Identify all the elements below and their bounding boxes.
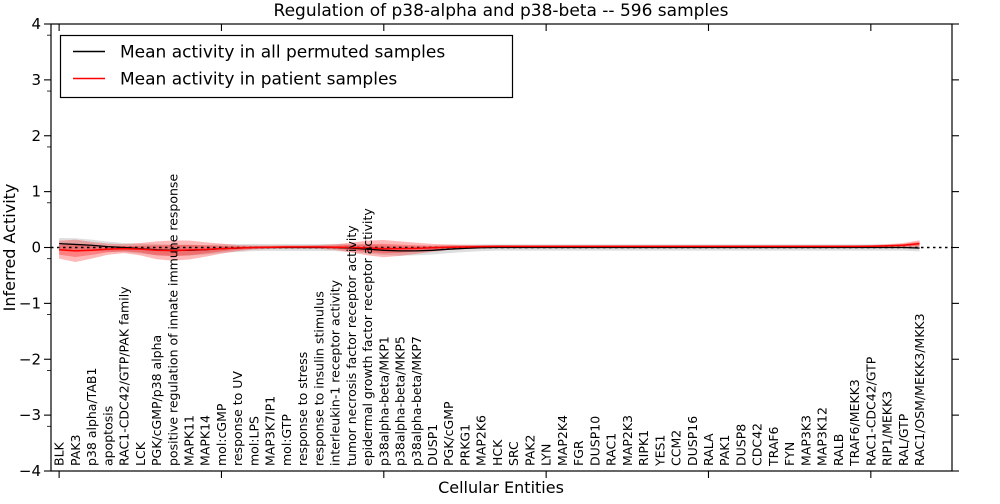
x-category-label: mol:GTP: [279, 414, 294, 466]
x-category-label: MAP2K4: [555, 415, 570, 466]
x-category-label: RIP1/MEKK3: [880, 391, 895, 466]
y-tick-label: −1: [19, 294, 41, 312]
x-category-label: p38 alpha/TAB1: [84, 368, 99, 466]
x-category-label: DUSP16: [685, 416, 700, 466]
x-category-label: response to insulin stimulus: [311, 291, 326, 466]
x-category-label: PGK/cGMP/p38 alpha: [149, 335, 164, 466]
x-category-label: TRAF6/MEKK3: [847, 379, 862, 467]
band-patient-inner: [59, 241, 920, 257]
x-category-label: MAP2K6: [474, 415, 489, 466]
x-category-label: MAP3K12: [815, 407, 830, 466]
x-category-label: MAP3K7IP1: [263, 396, 278, 466]
y-tick-label: −2: [19, 350, 41, 368]
x-category-label: p38alpha-beta/MKP1: [376, 336, 391, 466]
y-tick-label: −3: [19, 406, 41, 424]
y-tick-label: 0: [31, 239, 41, 257]
chart-title: Regulation of p38-alpha and p38-beta -- …: [274, 1, 729, 21]
x-category-label: response to UV: [230, 371, 245, 466]
x-category-label: DUSP8: [733, 424, 748, 466]
x-category-label: mol:LPS: [246, 416, 261, 466]
x-axis-label: Cellular Entities: [438, 478, 564, 497]
x-category-label: MAPK11: [181, 415, 196, 466]
x-category-label: TRAF6: [766, 426, 781, 467]
y-axis-label: Inferred Activity: [0, 184, 19, 312]
x-category-label: RALA: [701, 433, 716, 466]
x-category-label: PRKG1: [457, 424, 472, 466]
band-patient: [59, 239, 920, 263]
y-tick-label: 3: [31, 71, 41, 89]
x-category-label: mol:cGMP: [214, 403, 229, 466]
x-category-label: HCK: [490, 439, 505, 466]
x-category-label: RAC1-CDC42/GTP: [863, 356, 878, 466]
x-category-label: DUSP10: [587, 416, 602, 466]
x-category-label: FGR: [571, 440, 586, 466]
x-category-label: apoptosis: [100, 406, 115, 466]
x-category-label: MAPK14: [198, 415, 213, 466]
legend: Mean activity in all permuted samples Me…: [59, 34, 514, 99]
x-category-label: tumor necrosis factor receptor activity: [344, 225, 359, 466]
x-category-label: RAL/GTP: [896, 413, 911, 466]
x-category-label: MAP2K3: [620, 415, 635, 466]
x-category-label: epidermal growth factor receptor activit…: [360, 208, 375, 466]
x-category-label: RAC1: [604, 433, 619, 466]
x-category-label: YES1: [652, 435, 667, 467]
y-tick-label: −4: [19, 462, 41, 480]
series-line-patient: [59, 242, 920, 252]
x-category-label: DUSP1: [425, 424, 440, 466]
legend-label-patient: Mean activity in patient samples: [120, 70, 397, 90]
x-category-label: p38alpha-beta/MKP5: [393, 336, 408, 466]
x-category-label: FYN: [782, 442, 797, 466]
x-category-label: RIPK1: [636, 430, 651, 466]
x-category-label: LYN: [539, 444, 554, 466]
x-category-label: CCM2: [669, 430, 684, 466]
x-category-label: RAC1-CDC42/GTP/PAK family: [117, 286, 132, 466]
x-category-label: RAC1/OSM/MEKK3/MKK3: [912, 313, 927, 466]
x-category-label: PAK1: [717, 435, 732, 466]
legend-label-permuted: Mean activity in all permuted samples: [120, 43, 445, 63]
y-tick-label: 2: [31, 127, 41, 145]
legend-box: [59, 34, 514, 99]
x-category-label: MAP3K3: [798, 415, 813, 466]
y-tick-label: 1: [31, 183, 41, 201]
axes-layer: 4 3 2 1 0 −1 −2 −3 −4 BLK PAK3 p38 alpha/TAB1 apopto…: [19, 15, 959, 480]
x-category-label: positive regulation of innate immune res…: [165, 174, 180, 466]
x-category-label: interleukin-1 receptor activity: [328, 279, 343, 466]
x-category-label: PAK3: [68, 435, 83, 466]
x-category-label: response to stress: [295, 352, 310, 466]
y-tick-label: 4: [31, 15, 41, 33]
x-category-label: CDC42: [750, 423, 765, 466]
x-category-label: RALB: [831, 434, 846, 466]
x-category-label: PGK/cGMP: [441, 401, 456, 466]
x-category-label: PAK2: [522, 435, 537, 466]
x-category-label: p38alpha-beta/MKP7: [409, 336, 424, 466]
x-category-label: LCK: [133, 441, 148, 466]
x-category-label: BLK: [52, 441, 67, 466]
x-category-label: SRC: [506, 441, 521, 466]
line-layer: [51, 242, 952, 252]
